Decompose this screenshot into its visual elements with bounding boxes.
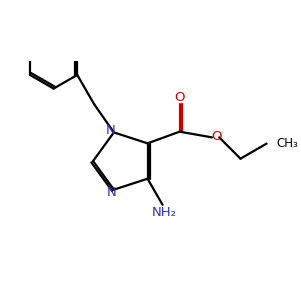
Text: N: N xyxy=(107,186,117,199)
Text: NH₂: NH₂ xyxy=(152,206,177,219)
Text: O: O xyxy=(174,91,185,104)
Text: CH₃: CH₃ xyxy=(277,137,298,150)
Text: N: N xyxy=(106,124,116,137)
Text: O: O xyxy=(212,130,222,143)
